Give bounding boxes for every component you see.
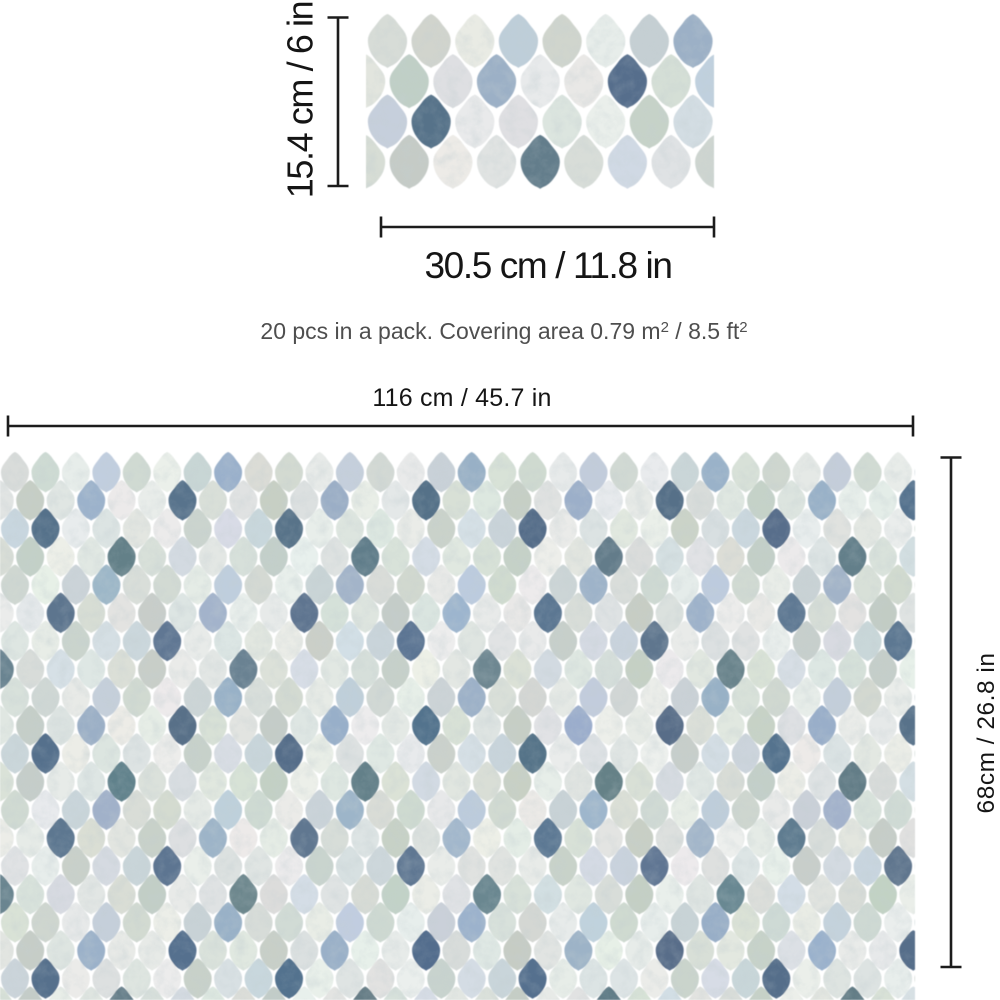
svg-text:15.4 cm / 6 in: 15.4 cm / 6 in: [280, 2, 321, 199]
svg-text:116 cm / 45.7 in: 116 cm / 45.7 in: [372, 384, 551, 412]
svg-text:68cm / 26.8 in: 68cm / 26.8 in: [973, 653, 1000, 814]
svg-text:30.5 cm / 11.8 in: 30.5 cm / 11.8 in: [425, 245, 672, 286]
svg-text:20 pcs in a pack. Covering are: 20 pcs in a pack. Covering area 0.79 m2 …: [260, 318, 747, 344]
